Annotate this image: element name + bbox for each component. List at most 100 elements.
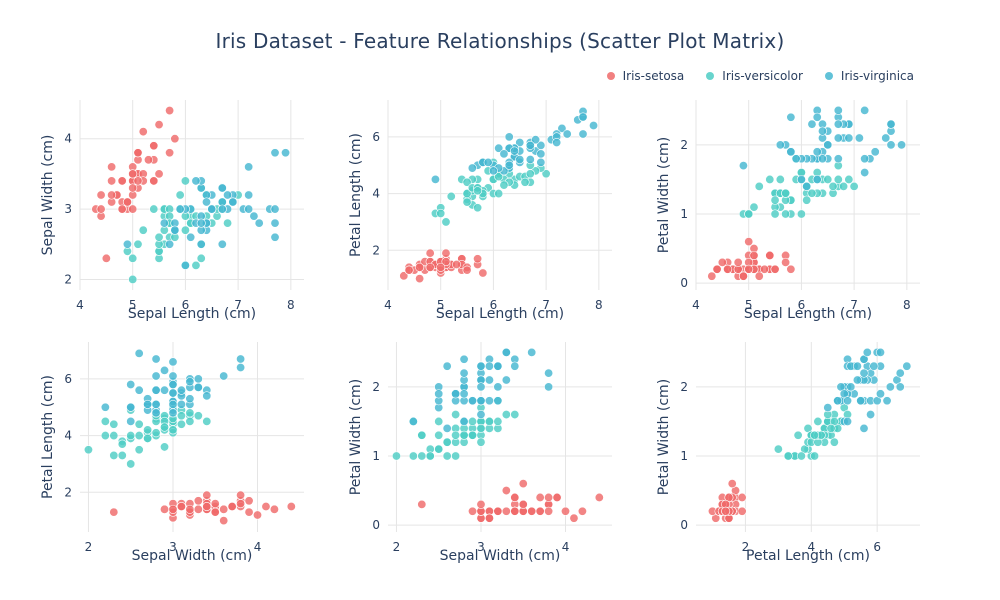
data-point-iris-setosa[interactable] [510, 506, 520, 516]
data-point-iris-virginica[interactable] [843, 396, 853, 406]
data-point-iris-setosa[interactable] [476, 499, 486, 509]
data-point-iris-virginica[interactable] [270, 148, 280, 158]
data-point-iris-setosa[interactable] [286, 501, 296, 511]
data-point-iris-setosa[interactable] [227, 501, 237, 511]
data-point-iris-virginica[interactable] [875, 347, 885, 357]
data-point-iris-virginica[interactable] [786, 112, 796, 122]
data-point-iris-setosa[interactable] [133, 176, 143, 186]
data-point-iris-virginica[interactable] [531, 135, 541, 145]
data-point-iris-versicolor[interactable] [793, 430, 803, 440]
data-point-iris-versicolor[interactable] [143, 433, 153, 443]
data-point-iris-virginica[interactable] [817, 126, 827, 136]
data-point-iris-versicolor[interactable] [541, 169, 551, 179]
data-point-iris-setosa[interactable] [165, 106, 175, 116]
data-point-iris-virginica[interactable] [854, 133, 864, 143]
data-point-iris-setosa[interactable] [193, 496, 203, 506]
data-point-iris-virginica[interactable] [168, 399, 178, 409]
data-point-iris-setosa[interactable] [149, 176, 159, 186]
data-point-iris-virginica[interactable] [738, 161, 748, 171]
data-point-iris-virginica[interactable] [866, 410, 876, 420]
data-point-iris-setosa[interactable] [415, 274, 425, 284]
data-point-iris-versicolor[interactable] [391, 451, 401, 461]
data-point-iris-setosa[interactable] [154, 120, 164, 130]
data-point-iris-virginica[interactable] [196, 239, 206, 249]
data-point-iris-setosa[interactable] [244, 507, 254, 517]
data-point-iris-versicolor[interactable] [176, 411, 186, 421]
data-point-iris-versicolor[interactable] [193, 411, 203, 421]
data-point-iris-setosa[interactable] [518, 499, 528, 509]
data-point-iris-virginica[interactable] [525, 155, 535, 165]
data-point-iris-versicolor[interactable] [775, 174, 785, 184]
data-point-iris-virginica[interactable] [807, 119, 817, 129]
data-point-iris-virginica[interactable] [484, 375, 494, 385]
data-point-iris-virginica[interactable] [525, 140, 535, 150]
data-point-iris-setosa[interactable] [138, 127, 148, 137]
data-point-iris-virginica[interactable] [126, 416, 136, 426]
data-point-iris-virginica[interactable] [886, 119, 896, 129]
data-point-iris-virginica[interactable] [185, 377, 195, 387]
data-point-iris-setosa[interactable] [577, 506, 587, 516]
data-point-iris-virginica[interactable] [459, 416, 469, 426]
data-point-iris-setosa[interactable] [737, 492, 747, 502]
data-point-iris-versicolor[interactable] [451, 410, 461, 420]
data-point-iris-setosa[interactable] [468, 506, 478, 516]
data-point-iris-setosa[interactable] [404, 265, 414, 275]
data-point-iris-versicolor[interactable] [844, 174, 854, 184]
data-point-iris-setosa[interactable] [744, 237, 754, 247]
data-point-iris-virginica[interactable] [515, 155, 525, 165]
legend-item-virginica[interactable]: Iris-virginica [824, 69, 914, 83]
data-point-iris-virginica[interactable] [557, 123, 567, 133]
data-point-iris-virginica[interactable] [196, 218, 206, 228]
data-point-iris-virginica[interactable] [134, 385, 144, 395]
data-point-iris-virginica[interactable] [217, 183, 227, 193]
data-point-iris-versicolor[interactable] [408, 451, 418, 461]
data-point-iris-versicolor[interactable] [476, 423, 486, 433]
data-point-iris-virginica[interactable] [476, 382, 486, 392]
data-point-iris-virginica[interactable] [270, 218, 280, 228]
data-point-iris-versicolor[interactable] [160, 422, 170, 432]
data-point-iris-virginica[interactable] [562, 129, 572, 139]
data-point-iris-virginica[interactable] [775, 140, 785, 150]
data-point-iris-virginica[interactable] [833, 119, 843, 129]
data-point-iris-versicolor[interactable] [459, 430, 469, 440]
data-point-iris-setosa[interactable] [149, 141, 159, 151]
data-point-iris-setosa[interactable] [96, 190, 106, 200]
data-point-iris-virginica[interactable] [244, 204, 254, 214]
data-point-iris-virginica[interactable] [852, 361, 862, 371]
data-point-iris-virginica[interactable] [860, 168, 870, 178]
data-point-iris-virginica[interactable] [201, 197, 211, 207]
data-point-iris-versicolor[interactable] [783, 451, 793, 461]
data-point-iris-setosa[interactable] [721, 506, 731, 516]
data-point-iris-versicolor[interactable] [802, 195, 812, 205]
data-point-iris-setosa[interactable] [101, 253, 111, 263]
data-point-iris-virginica[interactable] [870, 147, 880, 157]
data-point-iris-virginica[interactable] [812, 112, 822, 122]
data-point-iris-setosa[interactable] [712, 264, 722, 274]
data-point-iris-virginica[interactable] [228, 197, 238, 207]
data-point-iris-versicolor[interactable] [770, 209, 780, 219]
data-point-iris-versicolor[interactable] [829, 437, 839, 447]
data-point-iris-virginica[interactable] [796, 174, 806, 184]
data-point-iris-setosa[interactable] [415, 262, 425, 272]
data-point-iris-versicolor[interactable] [100, 431, 110, 441]
data-point-iris-versicolor[interactable] [434, 430, 444, 440]
data-point-iris-versicolor[interactable] [476, 437, 486, 447]
data-point-iris-versicolor[interactable] [109, 450, 119, 460]
data-point-iris-setosa[interactable] [109, 507, 119, 517]
data-point-iris-virginica[interactable] [578, 112, 588, 122]
data-point-iris-setosa[interactable] [569, 513, 579, 523]
data-point-iris-virginica[interactable] [833, 105, 843, 115]
data-point-iris-virginica[interactable] [442, 361, 452, 371]
data-point-iris-versicolor[interactable] [436, 208, 446, 218]
data-point-iris-versicolor[interactable] [180, 225, 190, 235]
data-point-iris-versicolor[interactable] [442, 451, 452, 461]
data-point-iris-versicolor[interactable] [109, 419, 119, 429]
data-point-iris-virginica[interactable] [476, 361, 486, 371]
data-point-iris-versicolor[interactable] [154, 232, 164, 242]
data-point-iris-virginica[interactable] [501, 375, 511, 385]
data-point-iris-setosa[interactable] [128, 204, 138, 214]
data-point-iris-virginica[interactable] [254, 218, 264, 228]
data-point-iris-setosa[interactable] [518, 479, 528, 489]
data-point-iris-virginica[interactable] [484, 396, 494, 406]
data-point-iris-virginica[interactable] [860, 105, 870, 115]
